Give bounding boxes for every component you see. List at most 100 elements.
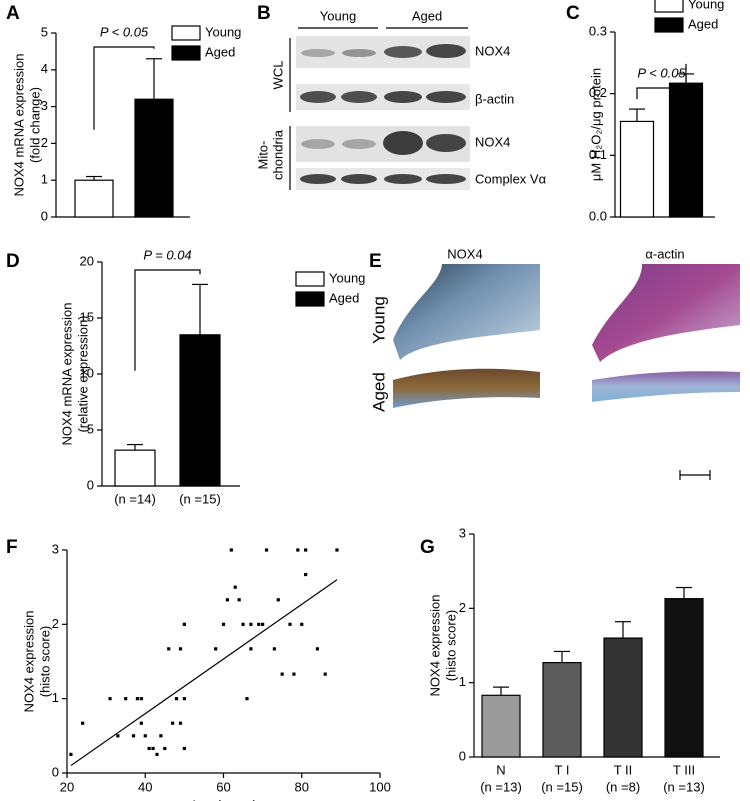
x-tick-note: (n =13) <box>663 779 705 794</box>
point <box>171 721 175 725</box>
point <box>221 622 226 626</box>
significance-bracket <box>134 269 201 371</box>
point <box>147 746 151 751</box>
x-tick-label: 60 <box>216 779 230 794</box>
y-tick-label: 2 <box>52 616 59 631</box>
y-axis-label: NOX4 expression <box>21 611 36 713</box>
bar <box>668 82 704 218</box>
point <box>174 697 179 701</box>
y-axis-label: (histo score) <box>37 626 52 698</box>
point <box>155 752 159 757</box>
column-label: NOX4 <box>447 246 482 261</box>
point <box>241 622 245 626</box>
annotation: P = 0.04 <box>143 247 191 262</box>
legend-swatch <box>295 291 325 307</box>
x-tick-label: 100 <box>369 779 391 794</box>
y-axis-label: μM H₂O₂/μg protein <box>588 68 603 181</box>
panel-label: F <box>6 537 18 558</box>
x-tick-label: T III <box>673 762 695 777</box>
western-blot: Young Aged NOX4 β-actin NOX4 Complex Vα … <box>255 8 547 190</box>
y-tick-label: 0.1 <box>589 147 607 162</box>
point <box>139 721 143 725</box>
y-tick-label: 0.0 <box>589 208 607 223</box>
bar <box>542 661 582 758</box>
point <box>229 548 233 552</box>
y-tick-label: 0 <box>87 477 94 492</box>
point <box>167 647 171 651</box>
point <box>296 548 300 552</box>
legend-label: Aged <box>205 44 235 59</box>
trend-line <box>70 579 338 767</box>
y-tick-label: 5 <box>41 24 48 39</box>
point <box>264 548 269 552</box>
x-tick-note: (n =8) <box>606 779 640 794</box>
legend-label: Young <box>688 0 724 11</box>
bar <box>619 120 655 218</box>
y-tick-label: 0 <box>459 748 466 763</box>
y-tick-label: 15 <box>80 309 94 324</box>
y-axis-label: (fold change) <box>27 87 42 163</box>
legend-label: Young <box>329 270 365 285</box>
point <box>139 697 143 701</box>
bar <box>664 598 704 758</box>
y-tick-label: 0 <box>41 208 48 223</box>
y-tick-label: 2 <box>41 135 48 150</box>
column-label: α-actin <box>645 246 684 261</box>
bar <box>114 449 156 487</box>
y-axis-label: NOX4 expression <box>427 595 442 697</box>
y-tick-label: 20 <box>80 253 94 268</box>
panel-label: G <box>420 537 435 558</box>
y-axis-label: NOX4 mRNA expression <box>11 53 26 196</box>
panel-label: C <box>566 3 580 24</box>
point <box>116 734 120 738</box>
y-tick-label: 0.2 <box>589 85 607 100</box>
point <box>143 734 147 738</box>
point <box>131 734 136 738</box>
y-axis-label: (relative expression) <box>75 315 90 432</box>
point <box>225 598 230 602</box>
legend-swatch <box>654 17 684 33</box>
bar <box>603 637 643 758</box>
significance-bracket <box>636 63 687 100</box>
y-tick-label: 1 <box>41 172 48 187</box>
point <box>182 746 186 751</box>
y-tick-label: 5 <box>87 421 94 436</box>
y-tick-label: 10 <box>80 365 94 380</box>
point <box>245 697 249 701</box>
point <box>135 697 140 701</box>
row-label: Aged <box>369 372 388 412</box>
y-tick-label: 3 <box>41 98 48 113</box>
point <box>288 622 292 626</box>
section-label: Mito- <box>255 141 270 170</box>
panel-label: D <box>6 251 20 272</box>
x-tick-label: T I <box>555 762 570 777</box>
y-tick-label: 1 <box>52 690 59 705</box>
point <box>108 697 112 701</box>
point <box>249 622 253 626</box>
section-label: chondria <box>270 129 285 180</box>
legend-swatch <box>171 25 201 41</box>
panel-label: E <box>369 251 382 272</box>
row-label: Young <box>369 296 388 344</box>
bar <box>74 179 114 218</box>
significance-bracket <box>93 46 155 130</box>
legend-swatch <box>295 271 325 287</box>
y-tick-label: 3 <box>52 541 59 556</box>
point <box>280 672 284 676</box>
legend-swatch <box>654 0 684 13</box>
point <box>272 647 276 651</box>
point <box>178 647 183 651</box>
point <box>178 721 183 725</box>
point <box>237 598 241 602</box>
bar <box>179 334 221 487</box>
y-tick-label: 3 <box>459 525 466 540</box>
x-tick-label: 20 <box>60 779 74 794</box>
legend-label: Aged <box>688 16 718 31</box>
y-tick-label: 0.3 <box>589 23 607 38</box>
x-axis-label: Age (years) <box>190 797 257 801</box>
x-tick-note: (n =15) <box>541 779 583 794</box>
point <box>159 734 163 738</box>
point <box>233 585 237 589</box>
point <box>151 746 155 751</box>
